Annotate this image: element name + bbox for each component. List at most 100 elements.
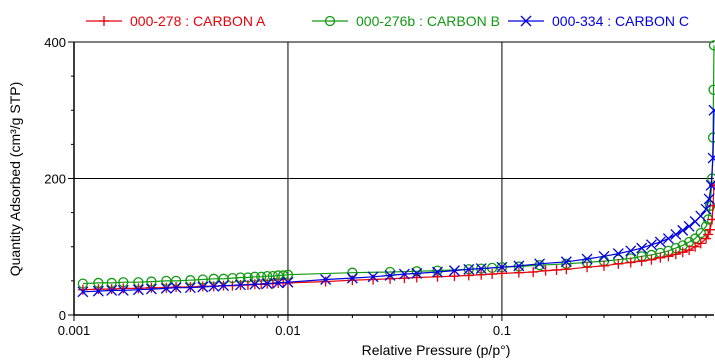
y-tick-label: 0 (59, 308, 66, 323)
data-point (132, 284, 144, 296)
legend-label: 000-334 : CARBON C (552, 13, 689, 29)
data-point (346, 272, 358, 284)
legend-marker (324, 15, 336, 27)
legend-label: 000-278 : CARBON A (130, 13, 266, 29)
data-point (249, 278, 261, 290)
data-point (92, 285, 104, 297)
data-point (636, 256, 647, 267)
data-point (432, 271, 443, 282)
data-point (582, 262, 593, 273)
data-point (703, 229, 714, 240)
data-point (475, 263, 487, 275)
data-point (581, 253, 593, 265)
data-point (613, 258, 624, 269)
data-point (540, 265, 551, 276)
data-point (683, 220, 695, 232)
series-line (82, 45, 715, 285)
data-point (612, 248, 624, 260)
data-point (513, 267, 524, 278)
legend-marker (99, 16, 109, 26)
data-point (528, 267, 539, 278)
data-point (695, 238, 706, 249)
legend: 000-278 : CARBON A 000-276b : CARBON B 000… (86, 13, 689, 29)
data-point (708, 84, 715, 95)
data-point (695, 227, 706, 239)
data-point (534, 258, 546, 270)
data-point (662, 233, 674, 245)
legend-entry: 000-278 : CARBON A (86, 13, 266, 29)
data-point (560, 256, 572, 268)
data-point (551, 264, 562, 275)
series-layer (77, 40, 715, 298)
data-point (677, 247, 688, 258)
data-point (561, 264, 572, 275)
data-point (146, 282, 157, 293)
data-point (646, 254, 657, 265)
data-point (695, 210, 707, 222)
data-point (261, 278, 273, 290)
x-tick-label: 0.001 (58, 323, 91, 338)
data-point (184, 282, 196, 294)
data-point (690, 241, 701, 252)
y-tick-label: 200 (44, 172, 66, 187)
data-point (398, 268, 410, 280)
data-point (636, 242, 648, 254)
data-point (272, 277, 284, 289)
data-point (170, 282, 182, 294)
data-point (598, 250, 610, 262)
data-point (133, 283, 144, 294)
data-point (320, 276, 331, 287)
legend-entry: 000-334 : CARBON C (508, 13, 689, 29)
data-point (282, 276, 294, 288)
data-point (384, 269, 396, 281)
data-point (684, 245, 695, 256)
data-point (705, 224, 715, 235)
data-point (655, 252, 666, 263)
data-point (625, 257, 636, 268)
data-point (534, 260, 545, 271)
data-point (670, 229, 682, 240)
data-point (487, 269, 498, 280)
data-point (197, 281, 209, 293)
axis-ticks: 0.001 0.01 0.1 0 200 400 (44, 35, 707, 338)
x-tick-label: 0.01 (275, 323, 300, 338)
data-point (145, 283, 157, 295)
series-carbon-c (77, 104, 715, 298)
data-point (707, 214, 715, 225)
data-point (367, 271, 379, 283)
legend-label: 000-276b : CARBON B (356, 13, 500, 29)
data-point (646, 239, 657, 251)
legend-marker (520, 15, 532, 27)
data-point (411, 267, 423, 279)
series-carbon-b (77, 40, 715, 289)
data-point (599, 260, 610, 271)
data-point (496, 261, 508, 273)
data-point (701, 233, 712, 244)
y-axis-title: Quantity Adsorbed (cm³/g STP) (7, 82, 23, 277)
data-point (476, 269, 487, 280)
x-axis-title: Relative Pressure (p/p°) (362, 342, 511, 358)
data-point (77, 286, 89, 298)
data-point (320, 274, 332, 285)
data-point (448, 265, 460, 277)
data-point (106, 284, 117, 295)
data-point (235, 279, 246, 291)
data-point (449, 271, 460, 282)
data-point (705, 179, 715, 191)
y-tick-label: 400 (44, 35, 66, 50)
data-point (77, 284, 88, 295)
data-point (106, 284, 118, 296)
data-point (347, 275, 358, 286)
data-point (663, 251, 674, 262)
data-point (208, 280, 220, 292)
data-point (513, 260, 525, 272)
data-point (463, 263, 475, 275)
data-point (700, 203, 712, 215)
x-tick-label: 0.1 (493, 323, 511, 338)
data-point (677, 224, 689, 236)
data-point (118, 283, 129, 294)
data-point (708, 40, 715, 51)
legend-entry: 000-276b : CARBON B (312, 13, 500, 29)
data-point (707, 152, 715, 164)
